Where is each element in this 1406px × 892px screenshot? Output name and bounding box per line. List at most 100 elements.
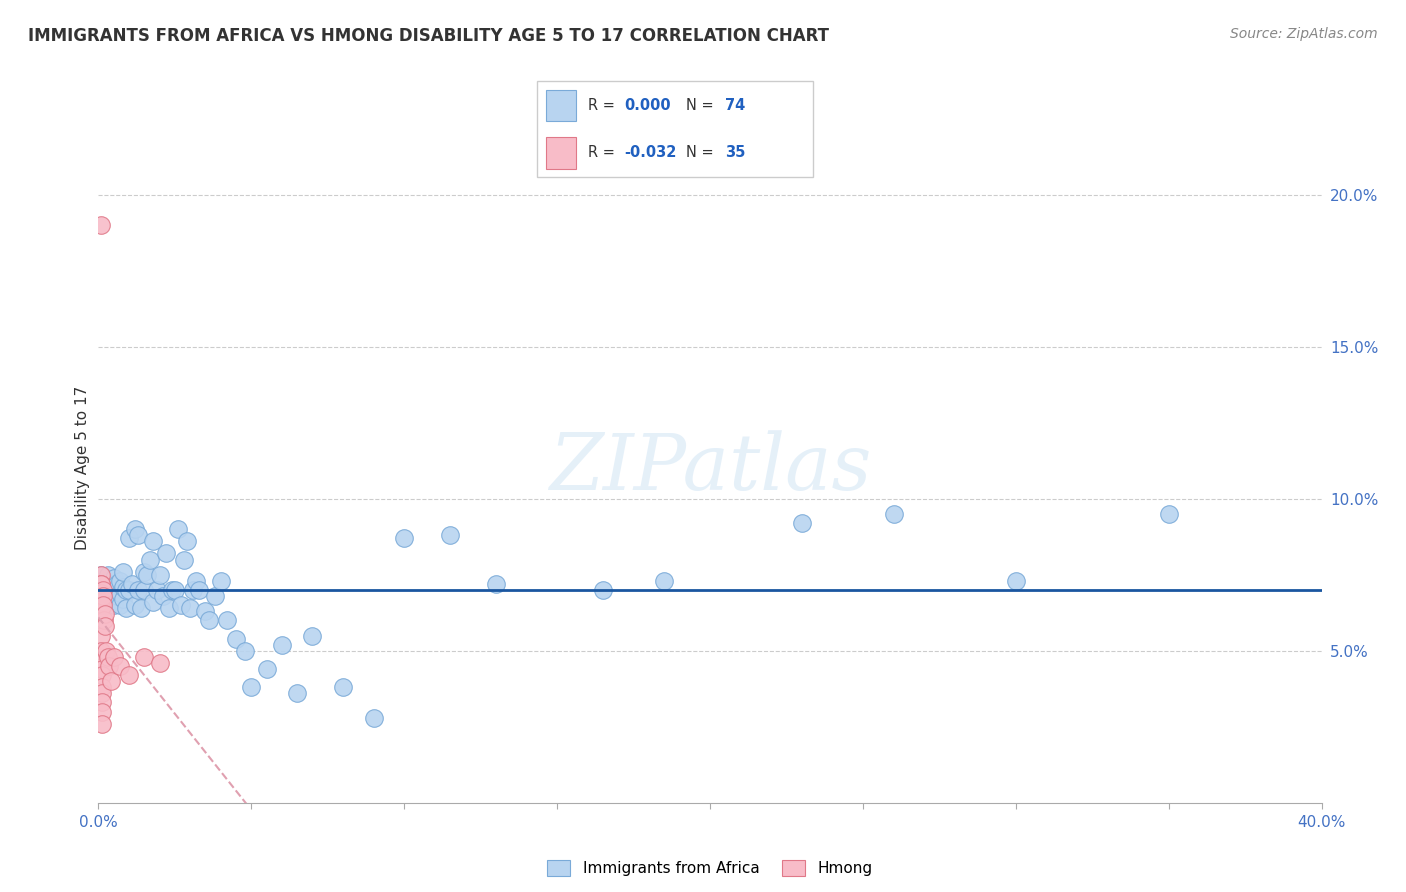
Point	[139, 552, 162, 566]
Point	[103, 571, 125, 585]
Point	[111, 580, 134, 594]
Point	[439, 528, 461, 542]
Point	[90, 644, 112, 658]
Text: R =: R =	[588, 145, 619, 161]
Point	[100, 589, 122, 603]
Point	[93, 589, 115, 603]
Point	[103, 598, 125, 612]
Point	[883, 507, 905, 521]
Point	[225, 632, 247, 646]
Point	[118, 582, 141, 597]
Point	[97, 577, 120, 591]
Point	[363, 711, 385, 725]
Point	[91, 696, 114, 710]
Y-axis label: Disability Age 5 to 17: Disability Age 5 to 17	[75, 386, 90, 550]
Text: 35: 35	[725, 145, 745, 161]
Point	[197, 613, 219, 627]
Point	[94, 644, 117, 658]
Point	[127, 528, 149, 542]
Point	[115, 582, 138, 597]
Point	[90, 586, 112, 600]
Point	[209, 574, 232, 588]
Point	[179, 601, 201, 615]
Point	[90, 601, 112, 615]
Point	[90, 218, 112, 232]
Text: Source: ZipAtlas.com: Source: ZipAtlas.com	[1230, 27, 1378, 41]
Point	[188, 582, 211, 597]
Point	[91, 582, 114, 597]
Point	[103, 577, 125, 591]
Point	[118, 668, 141, 682]
Point	[176, 534, 198, 549]
Point	[105, 589, 128, 603]
Point	[90, 628, 112, 642]
Point	[152, 589, 174, 603]
Point	[136, 567, 159, 582]
Point	[115, 601, 138, 615]
Point	[332, 680, 354, 694]
Text: R =: R =	[588, 98, 619, 113]
Point	[90, 577, 112, 591]
Text: -0.032: -0.032	[624, 145, 676, 161]
Point	[129, 601, 152, 615]
Point	[485, 577, 508, 591]
Point	[93, 613, 115, 627]
Text: 74: 74	[725, 98, 745, 113]
Point	[108, 574, 131, 588]
Point	[90, 589, 112, 603]
Point	[97, 586, 120, 600]
Point	[105, 577, 128, 591]
Point	[149, 656, 172, 670]
Point	[127, 582, 149, 597]
Point	[90, 595, 112, 609]
Legend: Immigrants from Africa, Hmong: Immigrants from Africa, Hmong	[541, 854, 879, 882]
Point	[91, 686, 114, 700]
Point	[155, 546, 177, 560]
Point	[90, 567, 112, 582]
Point	[108, 598, 131, 612]
Text: 0.000: 0.000	[624, 98, 671, 113]
Point	[142, 595, 165, 609]
Point	[90, 598, 112, 612]
Point	[124, 598, 146, 612]
Point	[215, 613, 238, 627]
Point	[652, 574, 675, 588]
Point	[592, 582, 614, 597]
Point	[1004, 574, 1026, 588]
Text: ZIPatlas: ZIPatlas	[548, 430, 872, 507]
Point	[1157, 507, 1180, 521]
Point	[111, 565, 134, 579]
Point	[98, 659, 121, 673]
Point	[91, 589, 114, 603]
Point	[91, 680, 114, 694]
Point	[91, 716, 114, 731]
Point	[91, 598, 114, 612]
Text: N =: N =	[686, 98, 718, 113]
Point	[97, 567, 120, 582]
Point	[186, 574, 208, 588]
Point	[90, 653, 112, 667]
Point	[93, 607, 115, 622]
Point	[111, 592, 134, 607]
Point	[167, 522, 190, 536]
Point	[94, 619, 117, 633]
Point	[170, 598, 193, 612]
FancyBboxPatch shape	[546, 90, 576, 121]
Point	[160, 582, 183, 597]
Point	[91, 705, 114, 719]
Point	[149, 567, 172, 582]
Point	[90, 662, 112, 676]
Point	[118, 531, 141, 545]
Point	[90, 668, 112, 682]
Point	[157, 601, 180, 615]
Point	[240, 680, 263, 694]
Point	[173, 552, 195, 566]
Point	[392, 531, 416, 545]
Point	[100, 580, 122, 594]
Point	[181, 582, 204, 597]
Point	[142, 534, 165, 549]
Point	[134, 565, 156, 579]
Point	[204, 589, 226, 603]
Point	[145, 582, 167, 597]
Point	[90, 582, 112, 597]
